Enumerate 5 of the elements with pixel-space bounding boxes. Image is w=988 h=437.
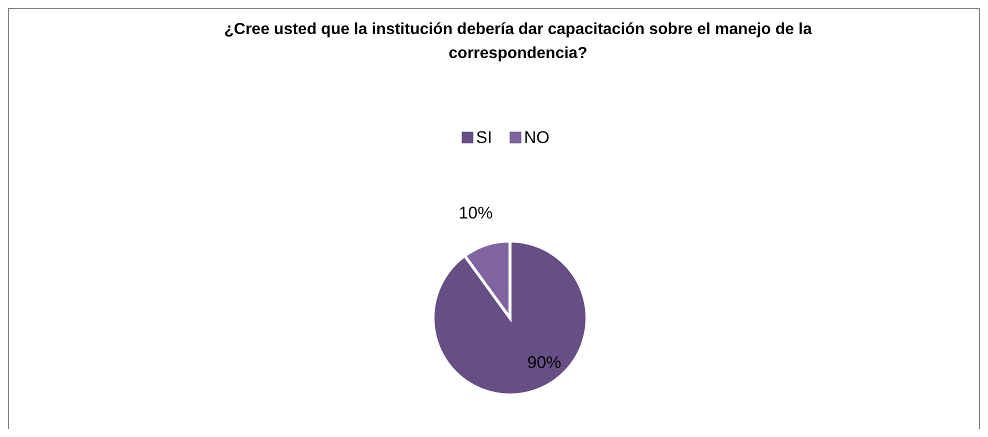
legend-label: SI [476,128,492,147]
legend-label: NO [524,128,550,147]
data-label: 90% [527,352,562,372]
data-label: 10% [458,203,493,222]
chart-title: ¿Cree usted que la institución debería dar capacitación sobre el manejo de la correspondencia? [224,21,812,62]
